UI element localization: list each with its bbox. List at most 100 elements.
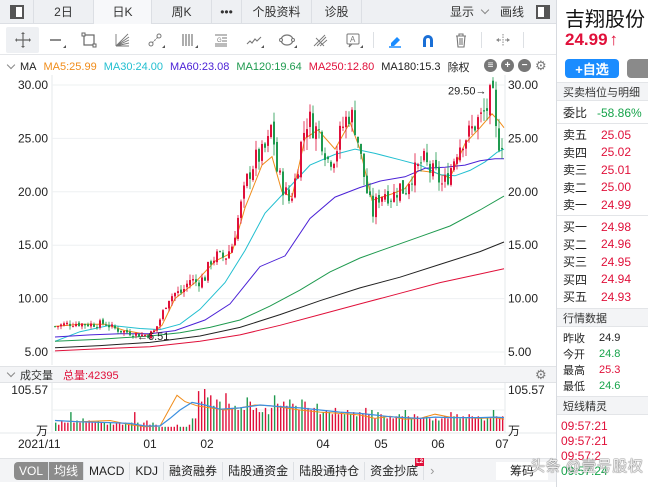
- dropdown-corner-icon: [261, 44, 264, 48]
- line-icon: [49, 38, 61, 41]
- spirit-time[interactable]: 09:57:2: [561, 449, 602, 463]
- ask-row: 卖一 24.99: [563, 197, 632, 213]
- ma30-line: [54, 148, 505, 342]
- y-axis-tick-right: 25.00: [508, 131, 538, 145]
- x-axis-label: 05: [374, 437, 388, 451]
- bid-row: 买五 24.93: [563, 289, 632, 305]
- ask-row: 卖二 25.00: [563, 180, 632, 195]
- indicator-tab[interactable]: 融资融券: [164, 461, 224, 480]
- crosshair-tool[interactable]: [6, 26, 39, 53]
- zoom-out-icon[interactable]: −: [518, 59, 531, 72]
- candlestick-chart[interactable]: 30.00 30.00 25.00 25.00 20.00 20.00 15.00 15.00…: [0, 75, 556, 365]
- gear-icon[interactable]: ⚙: [535, 367, 547, 382]
- bid-row: 买三 24.95: [563, 254, 632, 270]
- display-menu[interactable]: 显示: [450, 3, 500, 20]
- line-tool[interactable]: [39, 27, 72, 53]
- panel-toggle-icon: [9, 4, 24, 19]
- candles: [54, 77, 503, 339]
- eraser-tool[interactable]: [378, 27, 411, 53]
- volume-ma-short-line: [54, 394, 505, 428]
- indicator-tab[interactable]: 陆股通持仓: [294, 461, 366, 480]
- volume-title: 成交量: [20, 369, 53, 382]
- period-tab[interactable]: 2日: [34, 0, 94, 24]
- left-panel-toggle[interactable]: [0, 0, 34, 24]
- ask-row: 卖三 25.01: [563, 162, 632, 178]
- bid-row: 买二 24.96: [563, 237, 632, 252]
- indicator-tab-bar: VOL 均线 MACD KDJ 融资融券 陆股通资金 陆股通持仓 资金抄底 L2 › 筹码: [0, 457, 556, 482]
- volume-max-label: 105.57: [11, 383, 48, 397]
- wave-tool[interactable]: [237, 27, 270, 53]
- text-lines-tool[interactable]: G: [204, 27, 237, 53]
- market-data-title[interactable]: 行情数据: [557, 308, 648, 327]
- y-axis-tick-left: 5.00: [25, 345, 49, 359]
- circle-tool[interactable]: [270, 27, 303, 53]
- indicator-tab[interactable]: 均线: [49, 461, 85, 480]
- ma-legend-item: MA120:19.64: [236, 60, 302, 73]
- right-panel-toggle[interactable]: [536, 4, 550, 19]
- order-ratio-row: 委比 -58.86%: [563, 105, 642, 121]
- secondary-button[interactable]: [627, 59, 648, 78]
- period-tab[interactable]: 个股资料: [242, 0, 312, 24]
- x-axis-label: 02: [200, 437, 214, 451]
- trash-tool[interactable]: [444, 27, 477, 53]
- chevron-right-icon[interactable]: ›: [430, 463, 435, 478]
- ma120-line: [54, 195, 505, 342]
- ex-rights-label[interactable]: 除权: [447, 61, 470, 74]
- period-tab[interactable]: 周K: [152, 0, 212, 24]
- segment-tool[interactable]: [138, 27, 171, 53]
- ma-legend-item: MA250:12.80: [308, 60, 375, 73]
- add-watchlist-button[interactable]: +自选: [565, 59, 619, 78]
- market-data-row: 最高 25.3: [563, 363, 621, 377]
- ma5-line: [54, 113, 505, 336]
- draw-line-menu[interactable]: 画线: [499, 5, 524, 19]
- indicator-tab[interactable]: 资金抄底 L2: [365, 457, 425, 480]
- fan-tool[interactable]: [105, 27, 138, 53]
- short-term-spirit-title[interactable]: 短线精灵: [557, 396, 648, 415]
- magnet-icon: [422, 34, 433, 47]
- svg-text:A: A: [350, 35, 356, 44]
- magnet-tool[interactable]: [411, 27, 444, 53]
- orderbook-section-title[interactable]: 买卖档位与明细: [557, 82, 648, 101]
- x-axis-label: 2021/11: [18, 437, 61, 451]
- indicator-settings-icon[interactable]: ≡: [484, 59, 497, 72]
- collapse-chevron-icon[interactable]: [6, 368, 16, 378]
- zoom-in-icon[interactable]: +: [501, 59, 514, 72]
- text-label-tool[interactable]: A: [336, 27, 369, 53]
- vertical-lines-tool[interactable]: [171, 27, 204, 53]
- x-axis-label: 06: [431, 437, 445, 451]
- y-axis-tick-left: 30.00: [18, 78, 48, 92]
- period-tab[interactable]: 日K: [94, 0, 152, 24]
- volume-total: 总量:42395: [63, 369, 119, 382]
- spirit-time[interactable]: 09:57:21: [561, 434, 608, 448]
- volume-ma-long-line: [54, 401, 505, 427]
- pitchfork-tool[interactable]: [303, 27, 336, 53]
- ma-legend-item: MA60:23.08: [170, 60, 230, 73]
- collapse-chevron-icon[interactable]: [6, 60, 16, 70]
- ma-legend-item: MA30:24.00: [103, 60, 164, 73]
- toolbar-divider: [373, 31, 374, 48]
- toolbar-divider: [523, 31, 524, 48]
- watermark: 头条 @壹号股权: [530, 458, 644, 475]
- period-tab[interactable]: •••: [212, 0, 242, 24]
- indicator-tab[interactable]: KDJ: [130, 461, 165, 480]
- bid-row: 买四 24.94: [563, 272, 632, 287]
- spirit-time[interactable]: 09:57:21: [561, 419, 608, 433]
- market-data-row: 最低 24.6: [563, 379, 621, 393]
- rectangle-tool[interactable]: [72, 27, 105, 53]
- spirit-time[interactable]: 09:57:24: [561, 464, 608, 478]
- stock-price: 24.99 ↑: [565, 30, 619, 49]
- indicator-tab[interactable]: 陆股通资金: [223, 461, 295, 480]
- vertical-lines-icon: [181, 33, 193, 46]
- expand-horizontal-icon: [495, 33, 510, 46]
- y-axis-tick-right: 20.00: [508, 185, 538, 199]
- gear-icon[interactable]: ⚙: [535, 58, 547, 73]
- ask-row: 卖四 25.02: [563, 145, 632, 160]
- period-tab[interactable]: 诊股: [312, 0, 362, 24]
- indicator-tab[interactable]: VOL: [14, 461, 50, 480]
- indicator-tab[interactable]: MACD: [84, 461, 131, 480]
- y-axis-tick-right: 5.00: [508, 345, 532, 359]
- chip-distribution-button[interactable]: 筹码: [495, 461, 548, 480]
- expand-horizontal-tool[interactable]: [486, 27, 519, 53]
- y-axis-tick-left: 10.00: [18, 292, 48, 306]
